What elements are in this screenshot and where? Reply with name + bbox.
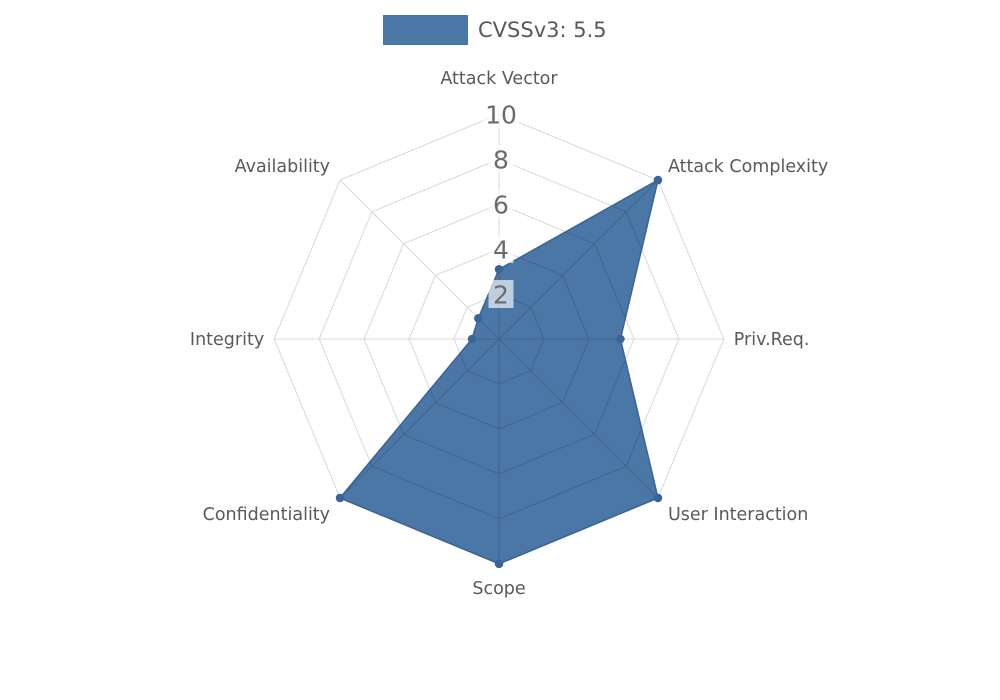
radial-tick-box bbox=[488, 190, 514, 219]
axis-label-scope: Scope bbox=[472, 579, 525, 599]
legend-label: CVSSv3: 5.5 bbox=[478, 18, 607, 42]
legend-swatch bbox=[383, 15, 468, 45]
radial-tick-label: 6 bbox=[493, 191, 509, 220]
radial-tick-box bbox=[488, 145, 514, 174]
axis-label-priv-req: Priv.Req. bbox=[734, 330, 810, 350]
axis-label-confidentiality: Confidentiality bbox=[203, 505, 330, 525]
radar-spoke bbox=[340, 338, 500, 499]
radar-spoke bbox=[498, 180, 658, 340]
axis-label-user-interaction: User Interaction bbox=[668, 505, 808, 525]
radar-vertex-priv-req bbox=[616, 334, 625, 344]
axis-label-attack-vector: Attack Vector bbox=[440, 69, 558, 89]
radial-tick-label: 2 bbox=[493, 281, 509, 310]
radial-tick-box bbox=[483, 100, 519, 129]
legend: CVSSv3: 5.5 bbox=[383, 15, 607, 45]
radar-vertex-user-interaction bbox=[653, 493, 663, 503]
radar-vertex-attack-vector bbox=[494, 265, 504, 274]
radar-spoke bbox=[498, 338, 658, 499]
radial-tick-box bbox=[488, 235, 514, 264]
radar-vertex-availability bbox=[474, 314, 483, 323]
axis-label-attack-complexity: Attack Complexity bbox=[668, 157, 828, 177]
radar-vertex-confidentiality bbox=[335, 493, 345, 503]
axis-label-availability: Availability bbox=[235, 157, 330, 177]
axis-label-integrity: Integrity bbox=[190, 330, 264, 350]
radar-vertex-scope bbox=[494, 559, 504, 569]
radar-spoke bbox=[339, 179, 500, 340]
radial-tick-box bbox=[488, 280, 514, 309]
radial-tick-label: 10 bbox=[485, 101, 517, 130]
radar-vertex-attack-complexity bbox=[653, 175, 663, 185]
radar-vertex-integrity bbox=[467, 334, 477, 344]
radial-tick-label: 8 bbox=[493, 146, 509, 175]
radial-tick-label: 4 bbox=[493, 236, 509, 265]
